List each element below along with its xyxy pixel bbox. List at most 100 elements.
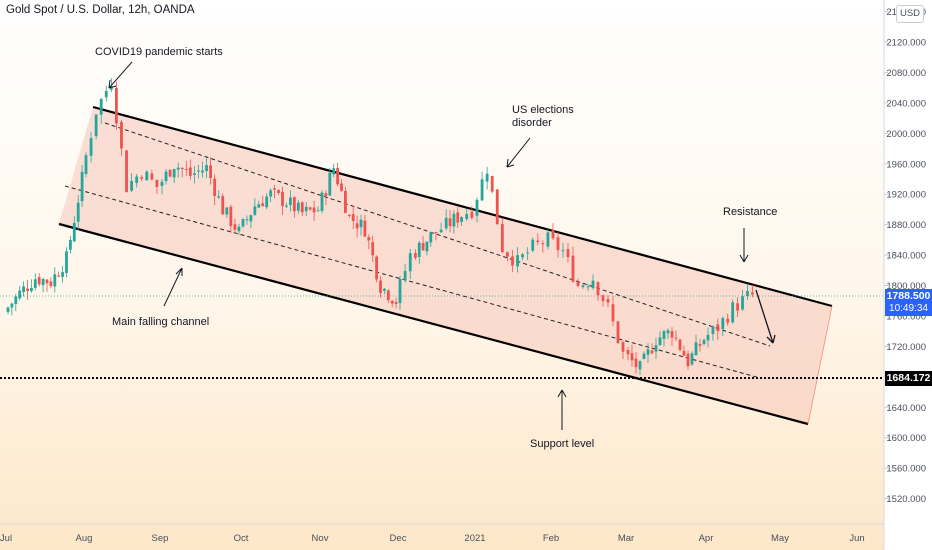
candle-down [556,237,560,251]
candle-up [205,165,208,171]
candle-up [257,204,261,208]
candle-down [414,253,417,258]
candle-up [18,290,22,299]
current-price-tag-box [885,289,932,316]
candle-up [30,288,33,292]
time-axis[interactable]: Jul Aug Sep Oct Nov Dec 2021 Feb Mar Apr May Jun [0,533,865,544]
candle-down [670,331,674,338]
candle-up [41,279,45,286]
candle-down [150,173,154,180]
candle-up [546,232,550,247]
candle-up [526,252,530,254]
candle-up [269,190,273,197]
candle-up [53,274,57,287]
candle-down [229,206,233,227]
annotation-elections-line2: disorder [512,117,552,129]
candle-down [626,350,630,355]
candle-up [160,181,164,186]
time-tick-label: Jun [849,533,864,544]
candle-down [511,256,514,266]
candle-down [682,350,686,356]
candle-up [14,296,18,304]
price-tick-label: 1760.000 [886,311,926,322]
candle-down [344,190,347,214]
candle-up [316,210,320,212]
price-tick-label: 1720.000 [886,342,926,353]
candle-up [690,353,694,365]
candle-down [324,193,328,197]
candle-down [601,295,605,302]
candle-up [94,114,98,137]
candle-up [591,280,595,289]
candle-down [273,188,276,190]
candle-up [359,219,363,228]
channel-lower-line[interactable] [58,222,809,426]
price-tick-label: 1960.000 [886,159,926,170]
candle-up [265,196,269,208]
candle-down [57,275,61,277]
candle-up [130,180,133,191]
candle-down [367,237,371,241]
candle-up [104,90,108,98]
price-axis[interactable]: 2160.0002120.0002080.0002040.0002000.000… [884,7,926,505]
candle-down [213,178,217,197]
covid-arrow [108,61,133,89]
candle-down [300,202,304,213]
candle-up [84,155,88,175]
bar-countdown: 10:49:34 [889,303,928,314]
time-tick-label: Apr [699,533,714,544]
candle-up [531,239,535,251]
candle-down [184,169,188,171]
price-tick-label: 2000.000 [886,129,926,140]
projection-arrow [755,289,776,344]
annotation-elections: US elections disorder [512,104,574,130]
candle-up [417,242,421,257]
candle-down [634,358,638,368]
candle-up [586,286,590,288]
candle-up [225,207,229,215]
candle-down [221,196,225,215]
candle-up [320,192,324,211]
candle-up [383,288,386,291]
candle-up [711,326,715,334]
candle-down [347,214,351,216]
candle-up [80,171,84,202]
candle-up [638,361,642,370]
candle-up [485,173,489,182]
time-tick-label: May [771,533,789,544]
candle-up [452,213,456,227]
candle-up [654,345,658,352]
support-arrow [557,389,567,430]
elections-arrow [506,137,531,168]
price-tick-label: 2040.000 [886,98,926,109]
candle-down [340,183,343,191]
candle-down [49,281,53,287]
channel-arrow [163,267,183,307]
candle-down [541,243,545,245]
candle-down [448,218,452,227]
candle-down [363,220,367,237]
price-tick-label: 1640.000 [886,403,926,414]
candle-down [616,321,620,344]
candle-up [642,353,646,359]
candle-up [721,318,725,330]
candle-down [678,339,682,350]
candle-up [439,229,443,233]
currency-badge[interactable]: USD [896,5,924,23]
candle-down [470,211,474,218]
candle-up [741,296,744,310]
annotation-covid: COVID19 pandemic starts [95,46,223,58]
price-tick-label: 1560.000 [886,464,926,475]
candle-down [390,300,394,304]
candle-down [233,224,237,230]
channel-upper-line[interactable] [92,105,833,308]
inner-dashed-line-upper [104,122,771,347]
candle-up [465,213,469,219]
candle-up [10,303,14,308]
candle-up [249,215,253,222]
candle-down [37,277,41,285]
candle-down [180,168,184,170]
candle-down [650,350,654,354]
